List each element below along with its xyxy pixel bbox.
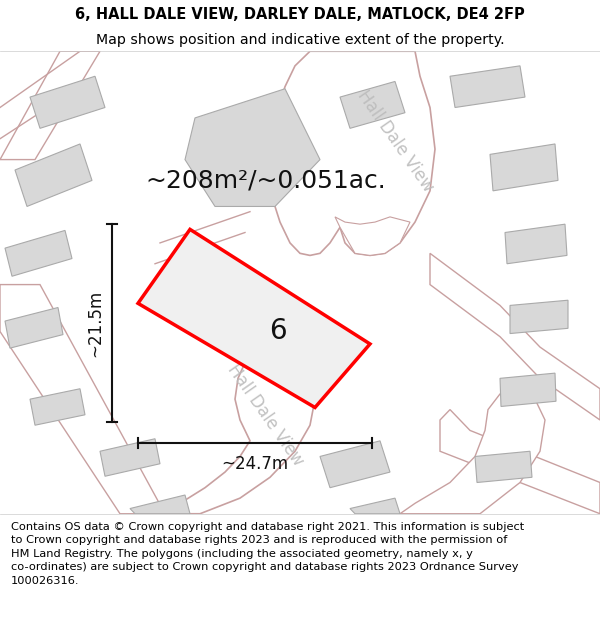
Text: Map shows position and indicative extent of the property.: Map shows position and indicative extent… (95, 33, 505, 47)
Polygon shape (505, 224, 567, 264)
Polygon shape (400, 389, 545, 514)
Polygon shape (270, 51, 435, 256)
Text: Contains OS data © Crown copyright and database right 2021. This information is : Contains OS data © Crown copyright and d… (11, 521, 524, 586)
Polygon shape (0, 284, 165, 514)
Polygon shape (450, 66, 525, 108)
Polygon shape (350, 498, 400, 514)
Polygon shape (0, 51, 100, 159)
Polygon shape (335, 217, 410, 256)
Polygon shape (185, 89, 320, 206)
Polygon shape (340, 81, 405, 128)
Polygon shape (30, 389, 85, 425)
Text: Hall Dale View: Hall Dale View (353, 87, 437, 195)
Polygon shape (510, 300, 568, 334)
Polygon shape (130, 347, 315, 514)
Text: 6, HALL DALE VIEW, DARLEY DALE, MATLOCK, DE4 2FP: 6, HALL DALE VIEW, DARLEY DALE, MATLOCK,… (75, 7, 525, 22)
Polygon shape (130, 495, 190, 514)
Polygon shape (100, 439, 160, 476)
Polygon shape (15, 144, 92, 206)
Polygon shape (490, 144, 558, 191)
Text: ~21.5m: ~21.5m (86, 289, 104, 357)
Polygon shape (430, 253, 600, 420)
Polygon shape (138, 229, 370, 408)
Polygon shape (320, 441, 390, 488)
Text: Hall Dale View: Hall Dale View (223, 361, 307, 469)
Text: ~208m²/~0.051ac.: ~208m²/~0.051ac. (145, 168, 386, 192)
Text: 6: 6 (269, 318, 287, 346)
Text: ~24.7m: ~24.7m (221, 456, 289, 473)
Polygon shape (475, 451, 532, 482)
Polygon shape (30, 76, 105, 128)
Polygon shape (500, 373, 556, 406)
Polygon shape (5, 231, 72, 276)
Polygon shape (5, 308, 63, 348)
Polygon shape (440, 409, 600, 514)
